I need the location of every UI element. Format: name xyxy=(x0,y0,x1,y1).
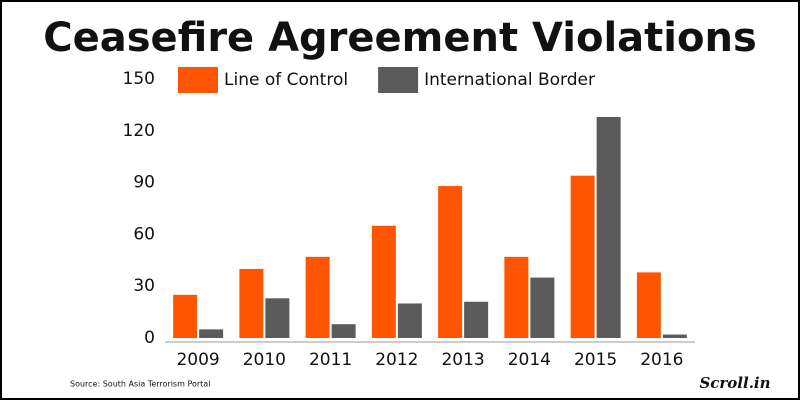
y-tick-label: 90 xyxy=(133,173,155,193)
bar xyxy=(371,225,396,338)
legend-swatch xyxy=(178,67,218,93)
bar xyxy=(438,186,463,338)
x-tick-label: 2016 xyxy=(640,350,683,370)
source: Source: South Asia Terrorism Portal xyxy=(70,380,210,389)
x-tick-label: 2010 xyxy=(243,350,286,370)
x-tick-label: 2011 xyxy=(309,350,352,370)
legend-swatch xyxy=(378,67,419,93)
x-tick-label: 2013 xyxy=(441,350,484,370)
y-tick-label: 30 xyxy=(133,276,155,296)
bar xyxy=(662,334,687,338)
bar xyxy=(239,268,264,338)
bar xyxy=(464,301,489,338)
y-tick-label: 0 xyxy=(144,328,155,348)
legend-label: Line of Control xyxy=(224,70,348,90)
bar xyxy=(570,175,595,338)
bar xyxy=(173,294,198,338)
bar xyxy=(530,277,555,338)
bar xyxy=(636,272,661,338)
brand: Scroll.in xyxy=(699,374,770,392)
y-tick-label: 60 xyxy=(133,224,155,244)
y-tick-label: 120 xyxy=(123,121,155,141)
bar xyxy=(331,324,356,338)
x-tick-label: 2012 xyxy=(375,350,418,370)
chart-title: Ceasefire Agreement Violations xyxy=(43,15,757,61)
bar xyxy=(305,256,330,338)
bar xyxy=(596,116,621,338)
x-tick-label: 2015 xyxy=(574,350,617,370)
legend-label: International Border xyxy=(424,70,595,90)
bar xyxy=(504,256,529,338)
x-tick-label: 2014 xyxy=(508,350,551,370)
bar xyxy=(199,329,224,338)
x-tick-label: 2009 xyxy=(176,350,219,370)
y-tick-label: 150 xyxy=(123,69,155,89)
bar xyxy=(397,303,422,338)
bar xyxy=(265,298,290,338)
